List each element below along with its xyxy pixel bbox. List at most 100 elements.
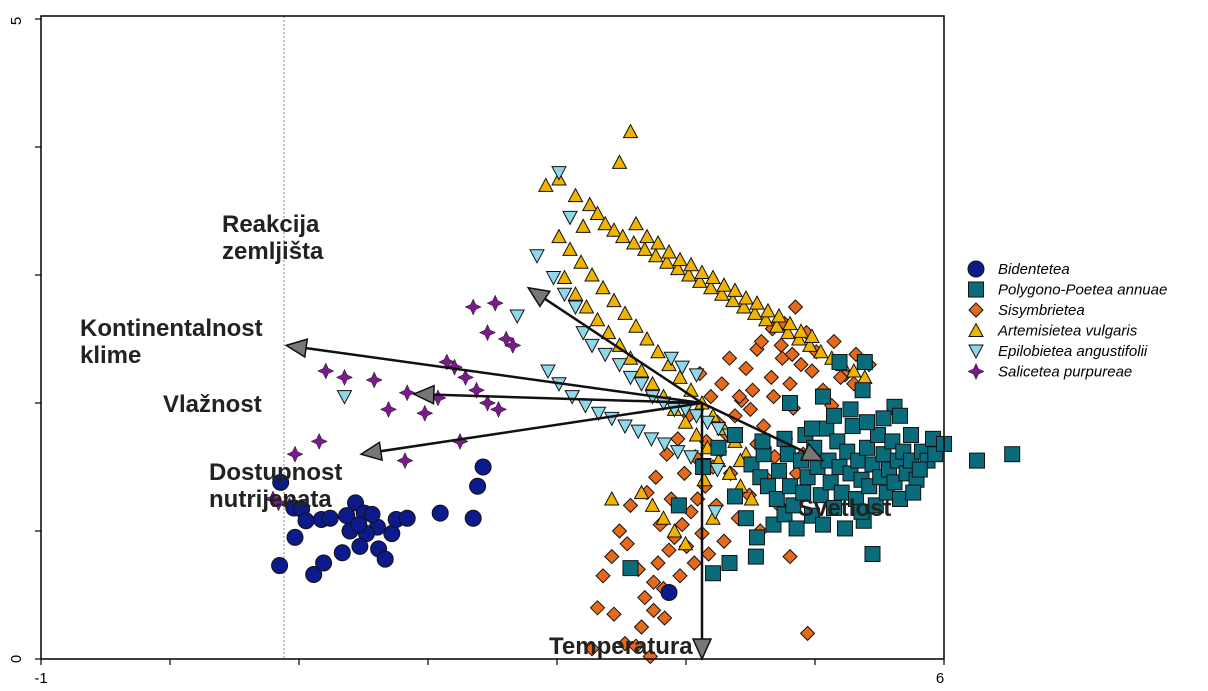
data-point (696, 471, 713, 487)
data-point (619, 536, 635, 552)
legend-label: Epilobietea angustifolii (998, 343, 1148, 360)
data-point (589, 205, 606, 221)
data-point (286, 528, 304, 546)
arrow-head (526, 286, 552, 308)
x-tick-label: 6 (936, 670, 944, 687)
data-point (793, 323, 809, 338)
data-point (467, 381, 486, 399)
env-arrow: Vlažnost (163, 384, 703, 418)
legend-label: Sisymbrietea (998, 302, 1085, 319)
data-point (336, 390, 353, 405)
data-point (713, 286, 730, 301)
data-point (595, 279, 611, 295)
data-point (716, 533, 732, 549)
data-point (575, 326, 592, 341)
data-point (799, 625, 816, 642)
arrow-label: Temperatura (549, 633, 693, 660)
data-point (854, 382, 871, 399)
arrow-head (691, 638, 713, 661)
legend: Bidentetea Polygono-Poetea annuae Sisymbri… (967, 260, 1167, 381)
env-arrow: Dostupnost nutrijenata (209, 401, 703, 513)
data-point (540, 364, 556, 380)
data-point (804, 328, 820, 343)
data-point (709, 463, 726, 478)
data-point (562, 210, 578, 226)
data-point (315, 554, 333, 572)
data-point (504, 336, 522, 355)
arrow-label: Dostupnost nutrijenata (209, 459, 342, 513)
data-point (856, 354, 873, 371)
data-point (721, 555, 738, 571)
data-point (611, 358, 628, 373)
data-point (672, 369, 688, 384)
data-point (724, 292, 741, 308)
series-polygono-poetea-annuae (622, 354, 1021, 582)
data-point (844, 418, 861, 435)
legend-marker (968, 302, 984, 318)
data-point (600, 324, 617, 340)
data-point (864, 546, 881, 563)
data-point (784, 346, 800, 363)
data-point (790, 330, 807, 346)
data-point (747, 548, 764, 565)
data-point (606, 606, 622, 622)
legend-label: Artemisietea vulgaris (997, 323, 1138, 340)
data-point (633, 484, 650, 500)
data-point (688, 426, 705, 442)
data-point (749, 295, 765, 310)
data-point (785, 497, 802, 514)
data-point (269, 494, 288, 512)
data-point (383, 525, 401, 543)
legend-label: Salicetea purpureae (998, 364, 1132, 381)
data-point (721, 465, 738, 480)
data-point (853, 503, 870, 520)
data-point (886, 474, 903, 491)
data-point (826, 407, 842, 424)
data-point (760, 302, 776, 318)
data-point (765, 388, 782, 405)
data-point (611, 523, 628, 539)
data-point (911, 461, 928, 478)
data-point (710, 439, 727, 456)
data-point (859, 414, 875, 431)
arrow-head (799, 442, 825, 462)
data-point (365, 371, 383, 389)
data-point (398, 384, 416, 402)
data-point (438, 353, 456, 371)
data-point (650, 234, 666, 250)
data-point (670, 497, 687, 514)
data-point (648, 469, 664, 485)
data-point (633, 377, 650, 392)
data-point (674, 516, 690, 533)
data-point (628, 638, 644, 654)
data-point (398, 509, 416, 527)
data-point (691, 273, 708, 288)
data-point (350, 516, 368, 534)
data-point (787, 299, 804, 315)
data-point (661, 243, 677, 259)
data-point (842, 401, 859, 418)
data-point (636, 241, 653, 256)
legend-marker (968, 281, 984, 298)
arrow-label: Kontinentalnost klime (80, 315, 263, 369)
data-point (628, 215, 644, 231)
data-point (676, 465, 693, 482)
data-point (903, 427, 919, 443)
x-tick-label: -1 (34, 670, 47, 687)
data-point (604, 548, 620, 565)
data-point (688, 368, 705, 383)
data-point (556, 287, 573, 303)
data-point (831, 354, 848, 371)
data-point (578, 298, 595, 314)
arrow-label: Reakcija zemljišta (222, 211, 324, 265)
legend-label: Polygono-Poetea annuae (998, 282, 1167, 299)
data-point (584, 641, 600, 657)
data-point (705, 565, 721, 582)
data-point (305, 566, 323, 584)
data-point (644, 497, 661, 512)
data-point (666, 522, 683, 538)
data-point (782, 548, 798, 565)
data-point (573, 254, 589, 269)
data-point (464, 509, 482, 527)
legend-marker (968, 344, 984, 360)
